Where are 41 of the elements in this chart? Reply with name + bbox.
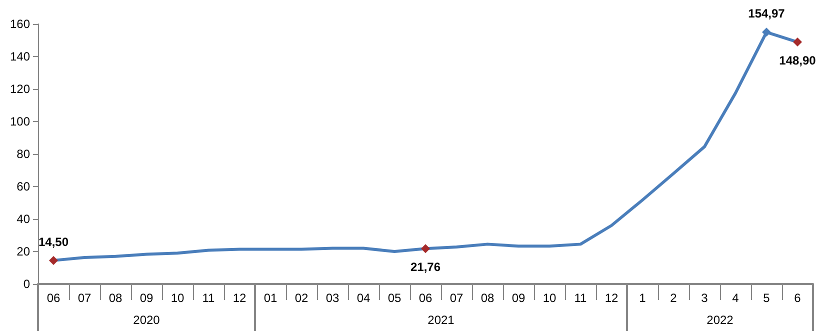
x-tick-label: 07	[450, 291, 464, 305]
text: 2021	[428, 313, 455, 327]
x-tick-label: 6	[794, 291, 802, 305]
y-tick-label: 140	[10, 50, 30, 64]
x-tick-label: 10	[542, 291, 556, 305]
x-tick-label: 3	[701, 291, 708, 305]
y-tick-label: 160	[10, 17, 30, 31]
y-tick-label: 40	[16, 212, 30, 226]
x-tick-label: 01	[264, 291, 278, 305]
data-label: 148,90	[779, 54, 816, 68]
y-tick-label: 100	[10, 114, 30, 128]
x-tick-label: 04	[356, 291, 370, 305]
x-tick-label: 4	[732, 291, 740, 305]
x-tick-label: 05	[388, 291, 402, 305]
data-label: 14,50	[38, 234, 69, 249]
x-tick-label: 10	[170, 291, 184, 305]
x-tick-label: 08	[108, 291, 122, 305]
x-tick-label: 12	[232, 291, 246, 305]
y-tick-label: 120	[10, 82, 30, 96]
y-tick-label: 60	[16, 180, 30, 194]
x-tick-label: 12	[604, 291, 618, 305]
x-tick-label: 1	[639, 291, 646, 305]
text: 2022	[706, 313, 734, 327]
data-label: 154,97	[748, 6, 786, 21]
text: 2020	[133, 313, 160, 327]
y-tick-label: 20	[16, 244, 30, 258]
x-tick-label: 11	[202, 291, 216, 305]
x-tick-label: 06	[418, 291, 432, 305]
y-tick-label: 80	[16, 147, 30, 161]
x-tick-label: 02	[294, 291, 308, 305]
y-tick-label: 0	[23, 277, 30, 291]
x-tick-label: 06	[46, 291, 60, 305]
x-tick-label: 11	[574, 291, 588, 305]
x-tick-label: 09	[512, 291, 526, 305]
x-tick-label: 5	[763, 291, 770, 305]
x-tick-label: 08	[480, 291, 494, 305]
x-tick-label: 2	[670, 291, 678, 305]
data-label: 21,76	[410, 260, 441, 274]
x-tick-label: 09	[140, 291, 154, 305]
x-tick-label: 07	[78, 291, 92, 305]
x-tick-label: 03	[326, 291, 340, 305]
